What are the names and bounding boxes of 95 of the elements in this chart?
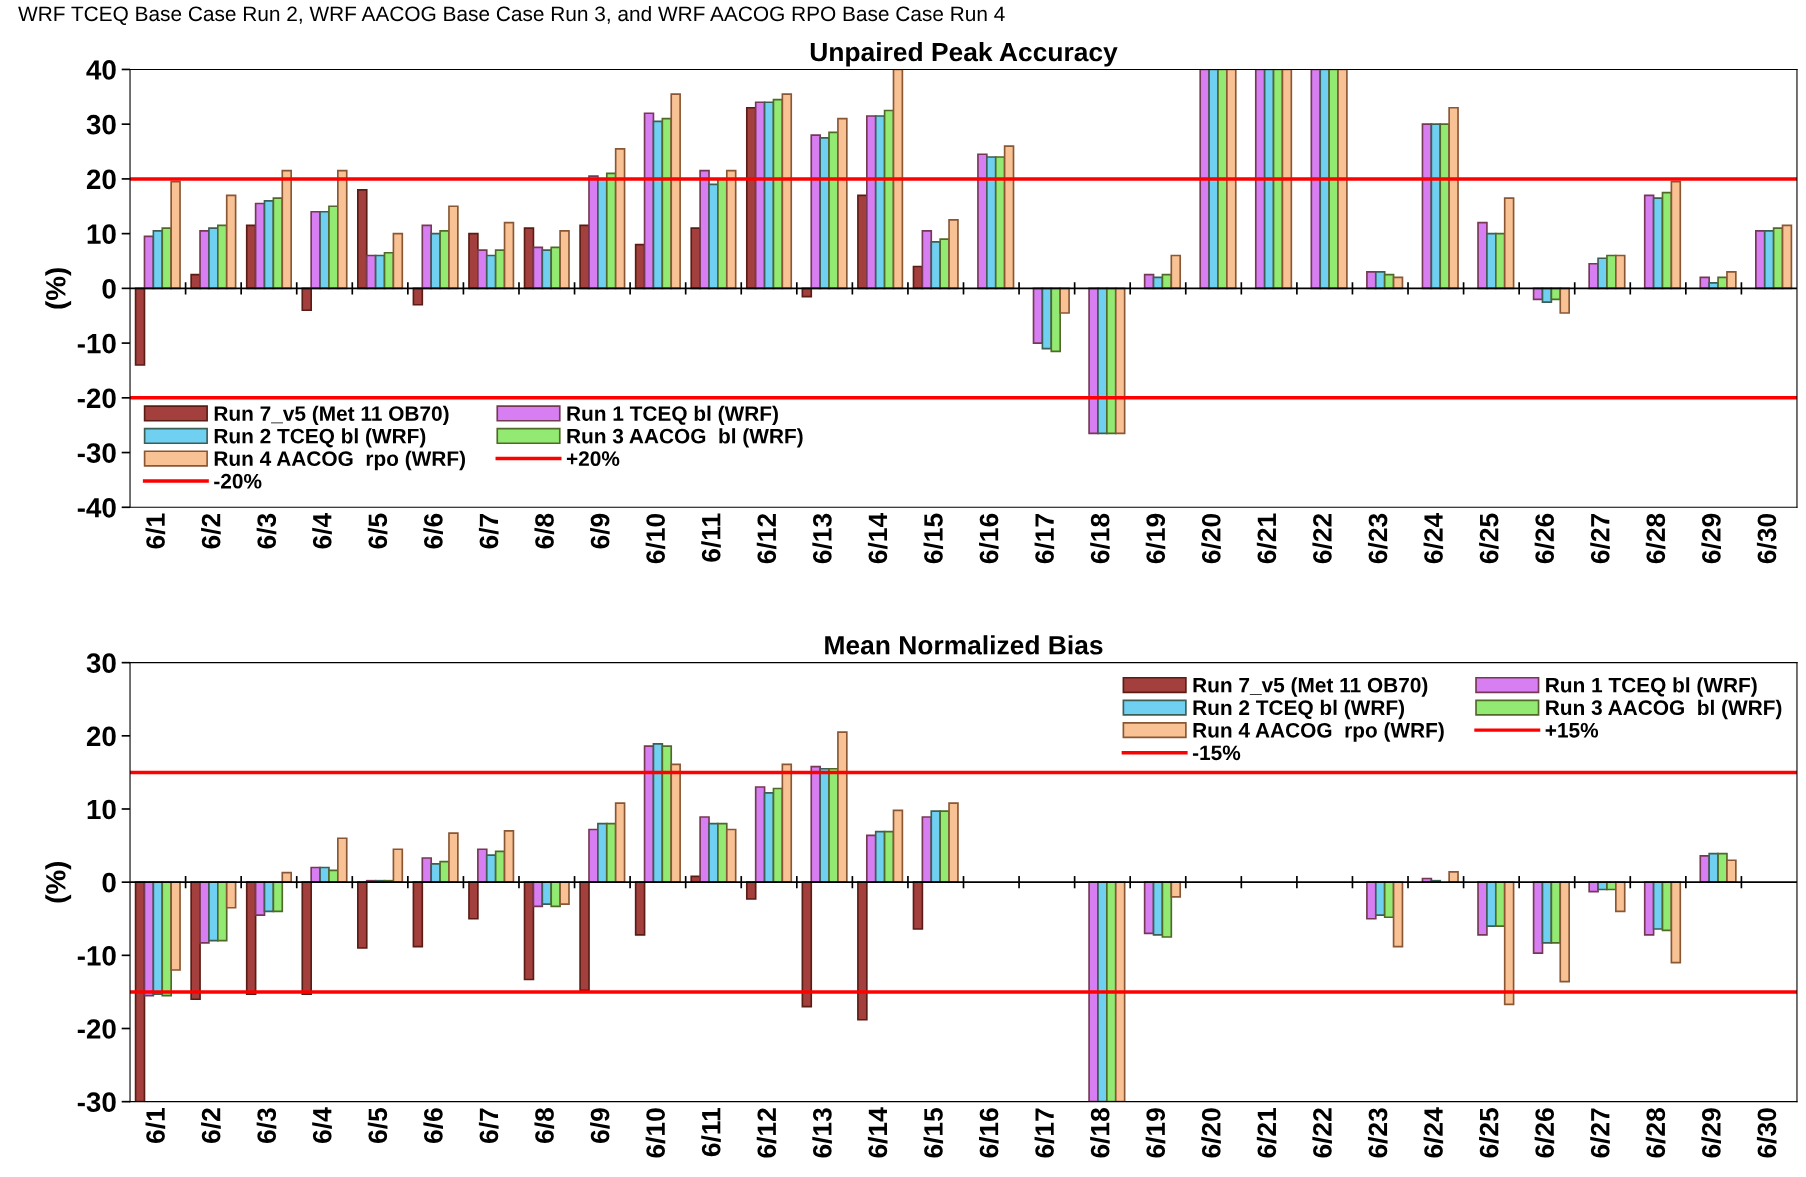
y-tick-label: -10 bbox=[77, 333, 116, 354]
x-tick-label: 6/2 bbox=[201, 513, 221, 549]
y-tick-label: 20 bbox=[86, 169, 116, 190]
legend-label: Run 2 TCEQ bl (WRF) bbox=[214, 428, 426, 448]
x-tick-label: 6/10 bbox=[645, 1108, 666, 1158]
x-tick-label: 6/13 bbox=[812, 513, 832, 564]
legend-label: Run 7_v5 (Met 11 OB70) bbox=[214, 405, 449, 426]
x-tick-label: 6/16 bbox=[978, 513, 999, 564]
y-tick-label: 30 bbox=[86, 653, 116, 674]
x-tick-label: 6/3 bbox=[256, 513, 277, 549]
x-tick-label: 6/1 bbox=[145, 1107, 166, 1143]
chart-title: Mean Normalized Bias bbox=[825, 635, 1103, 655]
x-tick-label: 6/21 bbox=[1256, 513, 1277, 564]
y-tick-label: 40 bbox=[86, 60, 116, 80]
x-tick-label: 6/7 bbox=[478, 514, 499, 549]
x-tick-label: 6/4 bbox=[312, 512, 332, 549]
x-tick-label: 6/6 bbox=[423, 1108, 443, 1143]
y-tick-label: -10 bbox=[77, 946, 116, 966]
legend-label: Run 3 AACOG bl (WRF) bbox=[567, 428, 803, 448]
x-tick-label: 6/12 bbox=[756, 1108, 777, 1158]
y-axis-title: (%) bbox=[45, 268, 72, 309]
x-tick-label: 6/30 bbox=[1756, 513, 1777, 564]
x-tick-label: 6/17 bbox=[1034, 514, 1055, 564]
x-tick-label: 6/8 bbox=[534, 1108, 555, 1143]
x-tick-label: 6/15 bbox=[923, 513, 944, 564]
y-tick-label: -20 bbox=[77, 388, 116, 409]
y-tick-label: 10 bbox=[87, 224, 116, 244]
y-axis-title: (%) bbox=[45, 861, 72, 903]
x-tick-label: 6/18 bbox=[1090, 1108, 1110, 1158]
text: WRF TCEQ Base Case Run 2, WRF AACOG Base Case Run 3, and WRF AACOG RPO Base Case Run 4 bbox=[18, 5, 1005, 25]
x-tick-label: 6/9 bbox=[590, 1108, 610, 1143]
legend-label: Run 1 TCEQ bl (WRF) bbox=[1546, 677, 1757, 697]
x-tick-label: 6/2 bbox=[201, 1108, 221, 1143]
x-tick-label: 6/14 bbox=[867, 1107, 888, 1158]
x-tick-label: 6/22 bbox=[1312, 1108, 1333, 1158]
x-tick-label: 6/5 bbox=[367, 1107, 388, 1143]
x-tick-label: 6/15 bbox=[923, 1107, 944, 1158]
x-tick-label: 6/12 bbox=[756, 513, 777, 564]
legend-label: Run 2 TCEQ bl (WRF) bbox=[1193, 699, 1405, 720]
legend-label: Run 7_v5 (Met 11 OB70) bbox=[1193, 677, 1428, 697]
x-tick-label: 6/16 bbox=[978, 1108, 999, 1158]
x-tick-label: 6/26 bbox=[1534, 513, 1555, 564]
y-tick-label: 20 bbox=[86, 726, 116, 747]
x-tick-label: 6/30 bbox=[1756, 1108, 1777, 1158]
y-tick-label: -20 bbox=[77, 1019, 116, 1039]
y-tick-label: 0 bbox=[102, 279, 116, 299]
x-tick-label: 6/8 bbox=[534, 513, 555, 549]
y-tick-label: -30 bbox=[77, 443, 116, 463]
legend-label: -20% bbox=[214, 473, 262, 489]
x-tick-label: 6/27 bbox=[1590, 514, 1610, 564]
x-tick-label: 6/18 bbox=[1090, 513, 1110, 564]
x-tick-label: 6/3 bbox=[256, 1108, 277, 1143]
x-tick-label: 6/11 bbox=[701, 513, 721, 562]
x-tick-label: 6/19 bbox=[1145, 1108, 1166, 1158]
x-tick-label: 6/20 bbox=[1201, 513, 1221, 564]
x-tick-label: 6/9 bbox=[590, 513, 610, 549]
x-tick-label: 6/23 bbox=[1367, 513, 1388, 564]
x-tick-label: 6/21 bbox=[1256, 1107, 1277, 1158]
legend-label: Run 4 AACOG rpo (WRF) bbox=[1193, 722, 1444, 742]
x-tick-label: 6/29 bbox=[1701, 1108, 1721, 1158]
legend-label: +20% bbox=[566, 451, 620, 467]
x-tick-label: 6/7 bbox=[478, 1108, 499, 1143]
y-tick-label: 0 bbox=[102, 872, 116, 893]
y-tick-label: 30 bbox=[86, 114, 116, 135]
x-tick-label: 6/29 bbox=[1701, 513, 1721, 564]
x-tick-label: 6/4 bbox=[312, 1107, 332, 1143]
y-tick-label: 10 bbox=[87, 799, 116, 820]
x-tick-label: 6/19 bbox=[1145, 513, 1166, 564]
x-tick-label: 6/25 bbox=[1479, 513, 1499, 564]
x-tick-label: 6/11 bbox=[701, 1107, 721, 1157]
x-tick-label: 6/23 bbox=[1367, 1108, 1388, 1158]
x-tick-label: 6/14 bbox=[867, 512, 888, 564]
x-tick-label: 6/28 bbox=[1645, 1108, 1666, 1158]
x-tick-label: 6/24 bbox=[1423, 1107, 1444, 1158]
x-tick-label: 6/17 bbox=[1034, 1108, 1055, 1158]
x-tick-label: 6/5 bbox=[367, 513, 388, 549]
chart-title: Unpaired Peak Accuracy bbox=[810, 41, 1118, 67]
x-tick-label: 6/28 bbox=[1645, 513, 1666, 564]
y-tick-label: -30 bbox=[77, 1092, 116, 1113]
legend-label: Run 1 TCEQ bl (WRF) bbox=[567, 405, 778, 426]
y-tick-label: -40 bbox=[77, 497, 116, 518]
legend-label: Run 3 AACOG bl (WRF) bbox=[1546, 699, 1782, 720]
x-tick-label: 6/13 bbox=[812, 1108, 832, 1158]
x-tick-label: 6/10 bbox=[645, 513, 666, 564]
x-tick-label: 6/1 bbox=[145, 513, 166, 549]
legend-label: Run 4 AACOG rpo (WRF) bbox=[214, 450, 465, 471]
x-tick-label: 6/20 bbox=[1201, 1108, 1221, 1158]
x-tick-label: 6/6 bbox=[423, 513, 443, 549]
x-tick-label: 6/26 bbox=[1534, 1108, 1555, 1158]
x-tick-label: 6/24 bbox=[1423, 512, 1444, 564]
x-tick-label: 6/22 bbox=[1312, 513, 1333, 564]
legend-label: +15% bbox=[1545, 722, 1599, 738]
x-tick-label: 6/27 bbox=[1590, 1108, 1610, 1158]
x-tick-label: 6/25 bbox=[1479, 1107, 1499, 1158]
legend-label: -15% bbox=[1192, 745, 1241, 761]
